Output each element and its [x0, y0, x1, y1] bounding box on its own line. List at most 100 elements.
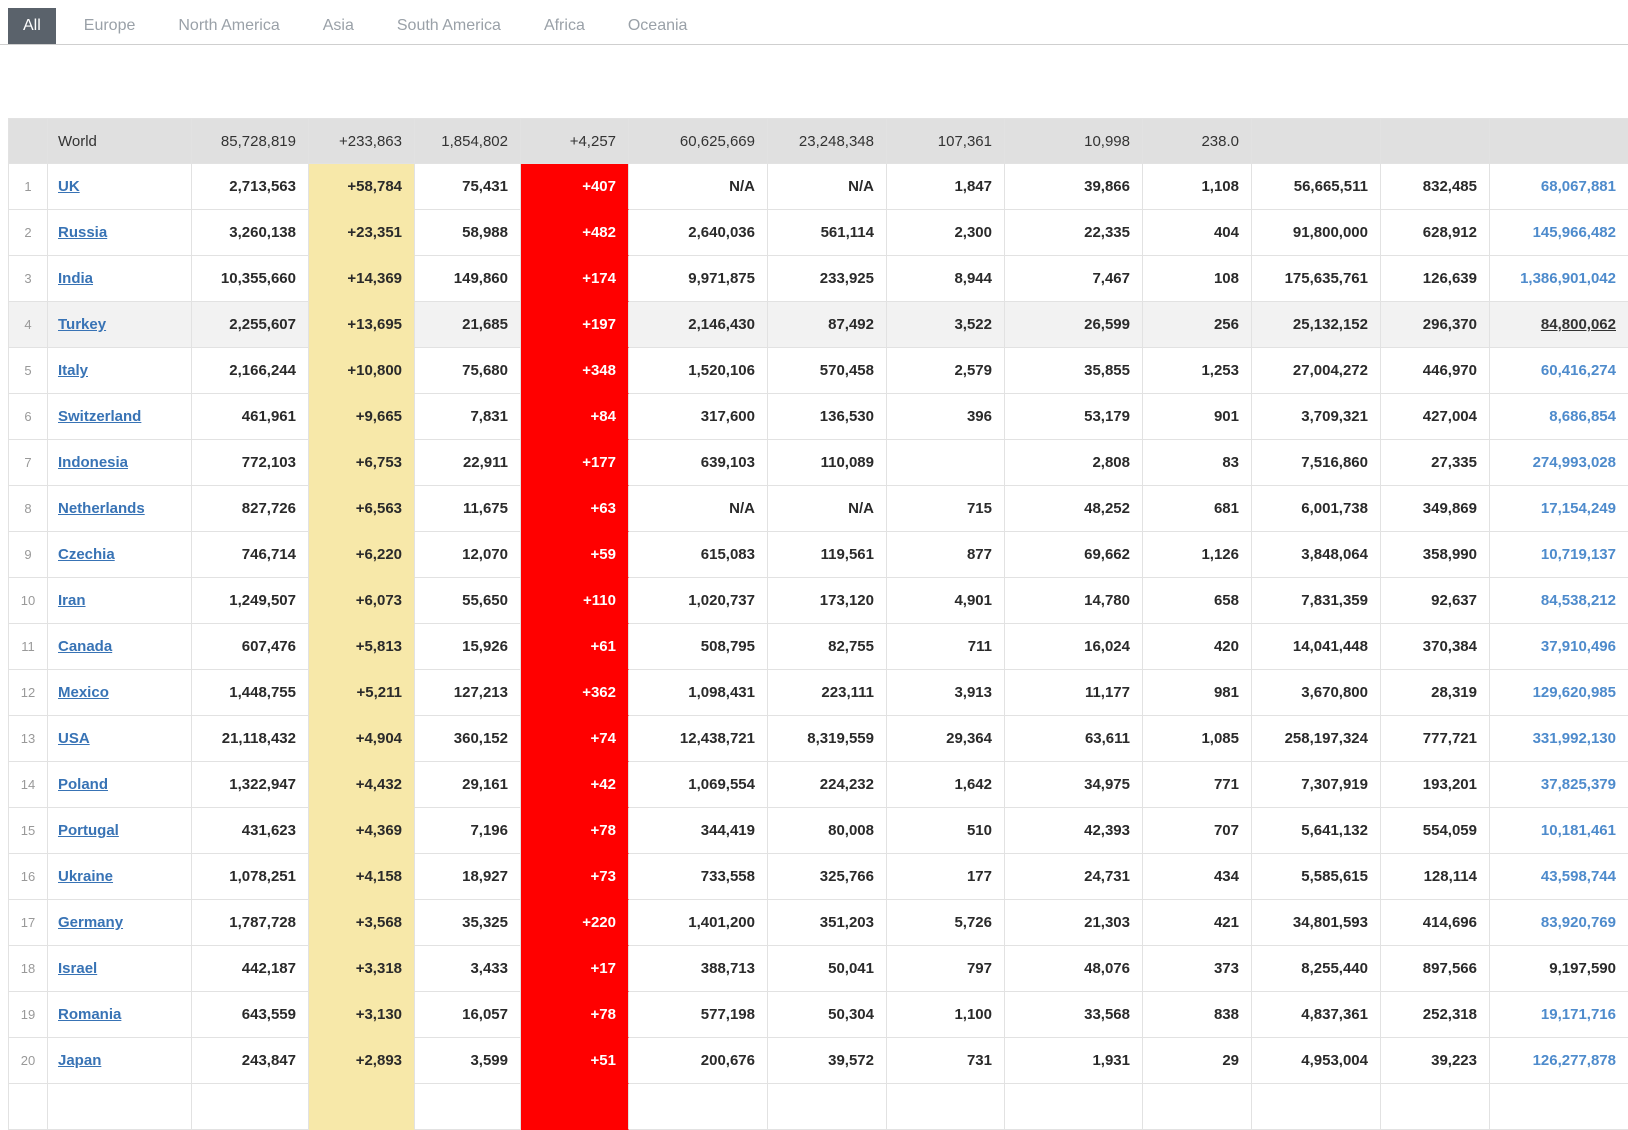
population-link[interactable]: 19,171,716: [1540, 1006, 1616, 1023]
cell-total-tests: 56,665,511: [1252, 164, 1381, 210]
country-link[interactable]: Germany: [58, 914, 124, 931]
population-link[interactable]: 10,719,137: [1540, 546, 1616, 563]
population-link[interactable]: 43,598,744: [1540, 868, 1616, 885]
country-link[interactable]: Poland: [58, 776, 109, 793]
cell-new-deaths: +78: [521, 808, 629, 854]
cell-active-cases: 110,089: [768, 440, 887, 486]
cell-cutoff: [1490, 1084, 1628, 1130]
cell-cases-per-1m: 2,808: [1005, 440, 1143, 486]
cell-new-cases: +5,211: [309, 670, 415, 716]
cell-serious-critical: 797: [887, 946, 1005, 992]
population-link[interactable]: 10,181,461: [1540, 822, 1616, 839]
cell-active-cases: 50,304: [768, 992, 887, 1038]
tab-south-america[interactable]: South America: [396, 17, 501, 34]
country-link[interactable]: Ukraine: [58, 868, 114, 885]
table-row: 12 Mexico 1,448,755 +5,211 127,213 +362 1,098,…: [9, 670, 1628, 716]
tab-oceania[interactable]: Oceania: [627, 17, 688, 34]
cell-serious-critical: 2,300: [887, 210, 1005, 256]
cell-active-cases: 39,572: [768, 1038, 887, 1084]
cell-deaths-per-1m: 421: [1143, 900, 1252, 946]
population-link[interactable]: 68,067,881: [1540, 178, 1616, 195]
cell-total-deaths: 58,988: [415, 210, 521, 256]
country-link[interactable]: Czechia: [58, 546, 115, 563]
population-link[interactable]: 126,277,878: [1532, 1052, 1616, 1069]
population-link[interactable]: 84,800,062: [1540, 316, 1616, 333]
cell-population: 68,067,881: [1490, 164, 1628, 210]
country-cell: Netherlands: [48, 486, 192, 532]
population-link[interactable]: 60,416,274: [1540, 362, 1616, 379]
tab-all[interactable]: All: [8, 8, 56, 44]
cell-total-deaths: 16,057: [415, 992, 521, 1038]
cell-new-cases: +6,073: [309, 578, 415, 624]
country-link[interactable]: Netherlands: [58, 500, 145, 517]
country-link[interactable]: Israel: [58, 960, 98, 977]
cell-population: 10,719,137: [1490, 532, 1628, 578]
country-link[interactable]: Mexico: [58, 684, 109, 701]
country-link[interactable]: Canada: [58, 638, 113, 655]
tab-north-america[interactable]: North America: [178, 17, 280, 34]
country-link[interactable]: Italy: [58, 362, 89, 379]
country-link[interactable]: Switzerland: [58, 408, 142, 425]
country-link[interactable]: USA: [58, 730, 90, 747]
tab-asia[interactable]: Asia: [322, 17, 354, 34]
population-link[interactable]: 37,825,379: [1540, 776, 1616, 793]
cell-deaths-per-1m: 1,108: [1143, 164, 1252, 210]
tab-africa[interactable]: Africa: [543, 17, 585, 34]
population-link[interactable]: 17,154,249: [1540, 500, 1616, 517]
cell-serious-critical: 877: [887, 532, 1005, 578]
cell-population: 10,181,461: [1490, 808, 1628, 854]
population-link[interactable]: 83,920,769: [1540, 914, 1616, 931]
population-link[interactable]: 129,620,985: [1532, 684, 1616, 701]
row-rank: 6: [9, 394, 48, 440]
cell-serious-critical: [887, 440, 1005, 486]
population-link[interactable]: 274,993,028: [1532, 454, 1616, 471]
tab-europe[interactable]: Europe: [83, 17, 136, 34]
country-link[interactable]: Turkey: [58, 316, 107, 333]
cell-new-deaths: +59: [521, 532, 629, 578]
country-link[interactable]: India: [58, 270, 94, 287]
cell-total-tests: 7,307,919: [1252, 762, 1381, 808]
population-link[interactable]: 8,686,854: [1549, 408, 1616, 425]
cell-total-recovered: 2,640,036: [629, 210, 768, 256]
cell-new-cases: +4,904: [309, 716, 415, 762]
cell-total-recovered: 508,795: [629, 624, 768, 670]
cell-active-cases: 325,766: [768, 854, 887, 900]
cell-population: 17,154,249: [1490, 486, 1628, 532]
summary-total-recovered: 60,625,669: [629, 119, 768, 164]
country-link[interactable]: Romania: [58, 1006, 122, 1023]
country-link[interactable]: Russia: [58, 224, 108, 241]
cell-total-tests: 5,585,615: [1252, 854, 1381, 900]
cell-total-deaths: 127,213: [415, 670, 521, 716]
country-link[interactable]: UK: [58, 178, 80, 195]
country-cell: Israel: [48, 946, 192, 992]
cell-tests-per-1m: 193,201: [1381, 762, 1490, 808]
cell-total-tests: 3,670,800: [1252, 670, 1381, 716]
cell-tests-per-1m: 554,059: [1381, 808, 1490, 854]
cell-cases-per-1m: 1,931: [1005, 1038, 1143, 1084]
cell-cutoff: [1381, 1084, 1490, 1130]
table-row: 7 Indonesia 772,103 +6,753 22,911 +177 639,103…: [9, 440, 1628, 486]
cell-total-deaths: 22,911: [415, 440, 521, 486]
population-link[interactable]: 145,966,482: [1532, 224, 1616, 241]
cell-new-cases: +23,351: [309, 210, 415, 256]
cell-new-cases: +58,784: [309, 164, 415, 210]
row-rank: 1: [9, 164, 48, 210]
population-link[interactable]: 1,386,901,042: [1520, 270, 1616, 287]
table-row: 4 Turkey 2,255,607 +13,695 21,685 +197 2,146,4…: [9, 302, 1628, 348]
cell-tests-per-1m: 349,869: [1381, 486, 1490, 532]
country-link[interactable]: Portugal: [58, 822, 119, 839]
cell-total-cases: 431,623: [192, 808, 309, 854]
country-link[interactable]: Japan: [58, 1052, 102, 1069]
cell-active-cases: 8,319,559: [768, 716, 887, 762]
population-link[interactable]: 331,992,130: [1532, 730, 1616, 747]
row-rank: 5: [9, 348, 48, 394]
cell-active-cases: 223,111: [768, 670, 887, 716]
country-link[interactable]: Iran: [58, 592, 86, 609]
country-link[interactable]: Indonesia: [58, 454, 129, 471]
population-link[interactable]: 37,910,496: [1540, 638, 1616, 655]
cell-total-tests: 175,635,761: [1252, 256, 1381, 302]
table-row: 14 Poland 1,322,947 +4,432 29,161 +42 1,069,55…: [9, 762, 1628, 808]
population-link[interactable]: 84,538,212: [1540, 592, 1616, 609]
cell-total-cases: 1,322,947: [192, 762, 309, 808]
cell-cases-per-1m: 21,303: [1005, 900, 1143, 946]
